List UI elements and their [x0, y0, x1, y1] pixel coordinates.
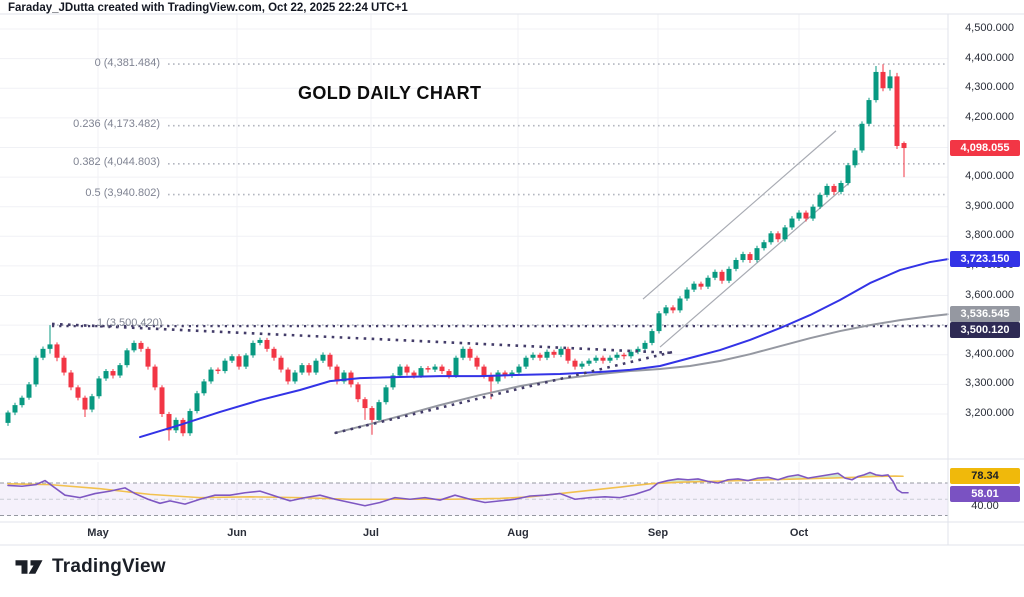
tradingview-logo[interactable]: TradingView [14, 555, 166, 579]
rsi-value-badge: 58.01 [950, 486, 1020, 502]
price-axis-label: 3,900.000 [965, 199, 1014, 212]
last-price-badge: 4,098.055 [950, 140, 1020, 156]
price-axis-label: 4,500.000 [965, 22, 1014, 34]
tradingview-logo-text: TradingView [52, 556, 166, 577]
ma-blue-price-badge: 3,723.150 [950, 251, 1020, 267]
price-axis[interactable] [948, 14, 1024, 522]
month-label-oct: Oct [789, 527, 809, 539]
hline-price-badge: 3,500.120 [950, 322, 1020, 338]
price-axis-label: 4,200.000 [965, 110, 1014, 123]
price-axis-label: 4,300.000 [965, 81, 1014, 94]
rsi-axis-label-40: 40.00 [971, 500, 999, 512]
tradingview-logo-icon [15, 560, 43, 574]
fib-label-05: 0.5 (3,940.802) [85, 187, 160, 199]
chart-credit-text: Faraday_JDutta created with TradingView.… [8, 2, 408, 14]
ma-gray-price-badge: 3,536.545 [950, 306, 1020, 322]
month-label-jun: Jun [227, 527, 247, 539]
month-label-aug: Aug [507, 527, 529, 539]
chart-title: GOLD DAILY CHART [298, 83, 482, 103]
price-axis-label: 4,400.000 [965, 51, 1014, 64]
price-axis-label: 4,000.000 [965, 170, 1014, 183]
fib-label-0382: 0.382 (4,044.803) [73, 156, 160, 168]
price-axis-label: 3,800.000 [965, 229, 1014, 242]
price-axis-label: 3,200.000 [965, 407, 1014, 419]
fib-label-0236: 0.236 (4,173.482) [73, 118, 160, 130]
price-axis-label: 3,400.000 [965, 347, 1014, 360]
rsi-ma-value-badge: 78.34 [950, 468, 1020, 484]
time-axis[interactable] [0, 522, 948, 545]
fib-label-0: 0 (4,381.484) [94, 57, 160, 69]
month-label-jul: Jul [363, 527, 379, 539]
price-axis-label: 3,600.000 [965, 288, 1014, 301]
price-axis-label: 3,300.000 [965, 377, 1014, 390]
month-label-sep: Sep [647, 527, 669, 539]
fib-label-1: 1 (3,500.420) [97, 317, 163, 329]
month-label-may: May [87, 527, 109, 539]
